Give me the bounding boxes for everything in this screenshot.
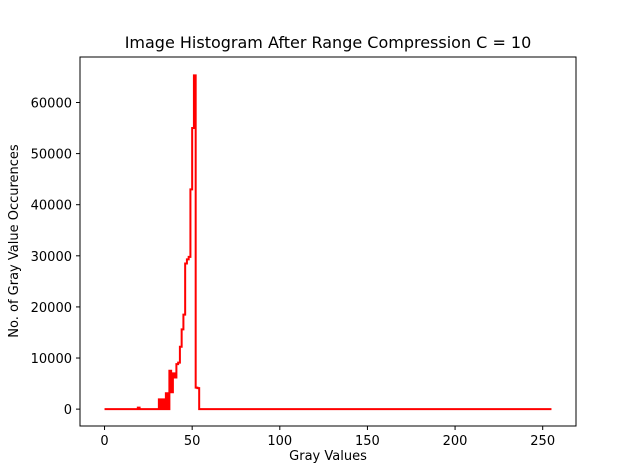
y-tick-label: 30000: [31, 250, 72, 265]
y-tick-label: 10000: [31, 352, 72, 367]
x-axis-ticks: 0 50 100 150 200 250: [100, 426, 555, 449]
x-tick-label: 150: [355, 434, 380, 449]
y-tick-label: 60000: [31, 96, 72, 111]
plot-frame: [79, 56, 577, 427]
chart-title: Image Histogram After Range Compression …: [125, 33, 532, 52]
y-tick-label: 0: [64, 403, 72, 418]
y-axis-ticks: 0 10000 20000 30000 40000 50000 60000: [31, 96, 80, 418]
histogram-line: [104, 74, 552, 411]
plot-area: [80, 57, 576, 426]
y-tick-label: 50000: [31, 148, 72, 163]
x-tick-label: 0: [100, 434, 108, 449]
x-tick-label: 50: [184, 434, 201, 449]
x-tick-label: 250: [530, 434, 555, 449]
y-tick-label: 40000: [31, 199, 72, 214]
x-tick-label: 200: [443, 434, 468, 449]
x-tick-label: 100: [267, 434, 292, 449]
x-axis-label: Gray Values: [289, 449, 367, 464]
y-axis-label: No. of Gray Value Occurences: [7, 144, 22, 338]
y-tick-label: 20000: [31, 301, 72, 316]
